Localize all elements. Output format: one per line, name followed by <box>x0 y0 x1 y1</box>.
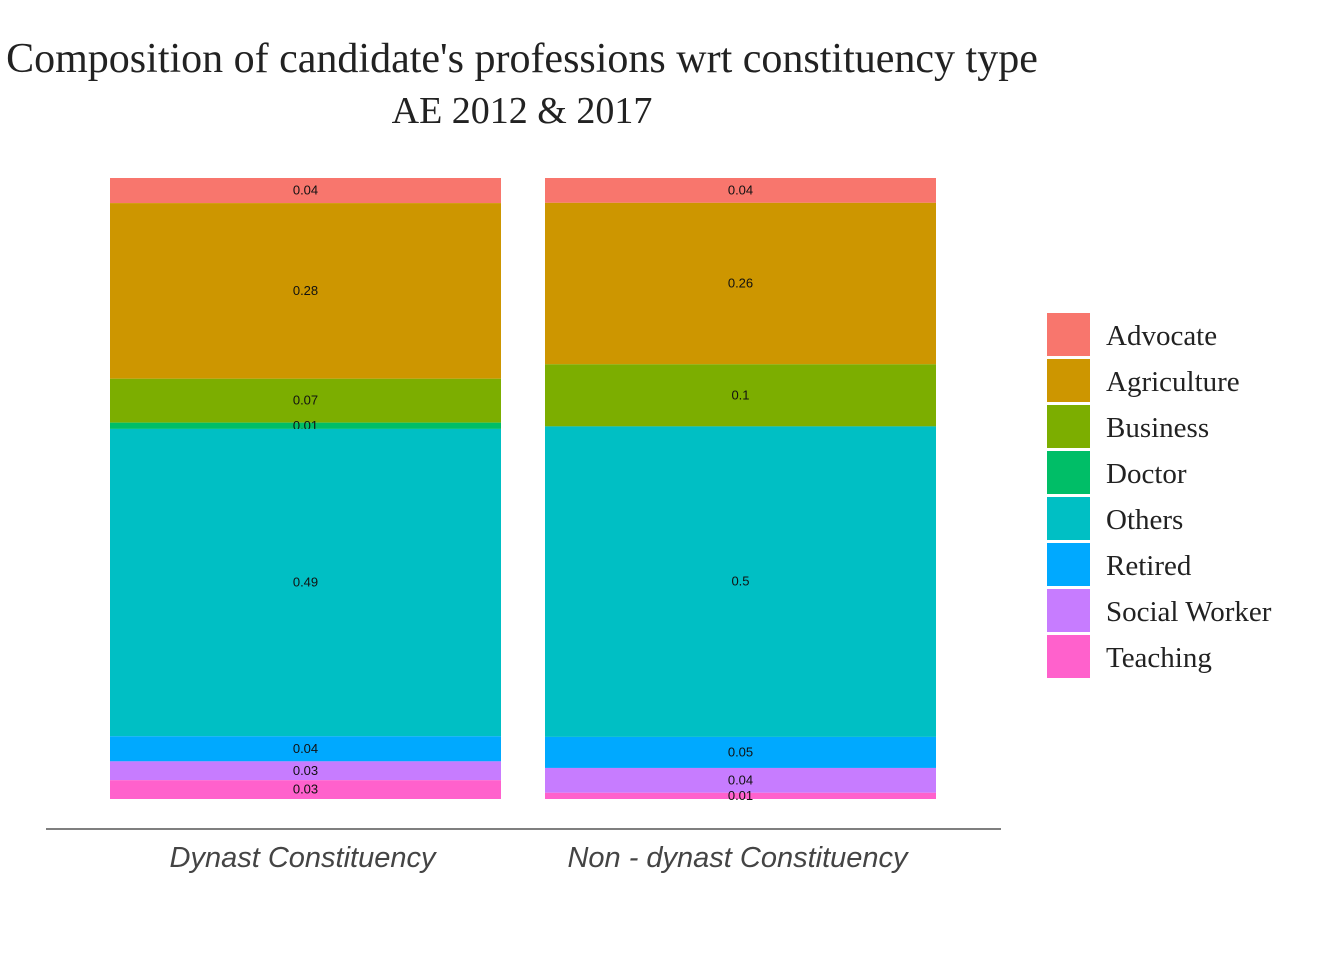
data-label-non-dynast-constituency-teaching: 0.01 <box>728 788 753 803</box>
data-label-non-dynast-constituency-agriculture: 0.26 <box>728 276 753 291</box>
legend-label-advocate: Advocate <box>1106 320 1217 352</box>
bar-segment-dynast-constituency-retired <box>110 736 501 762</box>
legend: Advocate Agriculture Business Doctor Others R… <box>1047 313 1272 678</box>
legend-key-business <box>1047 405 1090 448</box>
bar-segment-non-dynast-constituency-business <box>545 364 936 427</box>
data-label-non-dynast-constituency-advocate: 0.04 <box>728 182 753 197</box>
legend-key-agriculture <box>1047 359 1090 402</box>
bar-segment-non-dynast-constituency-others <box>545 426 936 737</box>
bar-segment-dynast-constituency-advocate <box>110 178 501 204</box>
data-label-dynast-constituency-teaching: 0.03 <box>293 782 318 797</box>
data-label-dynast-constituency-retired: 0.04 <box>293 741 318 756</box>
data-label-non-dynast-constituency-others: 0.5 <box>731 574 749 589</box>
bar-segment-non-dynast-constituency-teaching <box>545 792 936 799</box>
data-label-dynast-constituency-advocate: 0.04 <box>293 183 318 198</box>
legend-key-retired <box>1047 543 1090 586</box>
data-label-dynast-constituency-business: 0.07 <box>293 393 318 408</box>
data-label-non-dynast-constituency-social-worker: 0.04 <box>728 772 753 787</box>
legend-label-retired: Retired <box>1106 550 1192 582</box>
x-tick-label-dynast-constituency: Dynast Constituency <box>170 842 437 874</box>
plot-area: 0.04 0.28 0.07 0.01 0.49 0.04 0.03 0.03 0.04 0.26… <box>110 178 936 803</box>
bar-segment-dynast-constituency-agriculture <box>110 203 501 379</box>
chart-subtitle: AE 2012 & 2017 <box>392 90 653 132</box>
data-label-dynast-constituency-agriculture: 0.28 <box>293 283 318 298</box>
bar-segment-dynast-constituency-teaching <box>110 780 501 799</box>
legend-label-business: Business <box>1106 412 1209 444</box>
bar-segment-non-dynast-constituency-social-worker <box>545 767 936 793</box>
legend-label-doctor: Doctor <box>1106 458 1187 490</box>
bar-segment-dynast-constituency-social-worker <box>110 761 501 781</box>
bar-segment-non-dynast-constituency-advocate <box>545 178 936 203</box>
data-label-non-dynast-constituency-business: 0.1 <box>731 387 749 402</box>
bar-segment-non-dynast-constituency-retired <box>545 736 936 768</box>
chart-title: Composition of candidate's professions w… <box>6 36 1038 82</box>
legend-label-social-worker: Social Worker <box>1106 596 1272 628</box>
bar-segment-dynast-constituency-others <box>110 428 501 737</box>
legend-label-teaching: Teaching <box>1106 642 1212 674</box>
bar-segment-non-dynast-constituency-agriculture <box>545 202 936 365</box>
legend-label-others: Others <box>1106 504 1183 536</box>
x-tick-label-non-dynast-constituency: Non - dynast Constituency <box>567 842 909 874</box>
legend-label-agriculture: Agriculture <box>1106 366 1240 398</box>
legend-key-doctor <box>1047 451 1090 494</box>
legend-key-social-worker <box>1047 589 1090 632</box>
data-label-dynast-constituency-social-worker: 0.03 <box>293 763 318 778</box>
legend-key-others <box>1047 497 1090 540</box>
data-label-dynast-constituency-others: 0.49 <box>293 575 318 590</box>
data-label-non-dynast-constituency-retired: 0.05 <box>728 744 753 759</box>
legend-key-advocate <box>1047 313 1090 356</box>
legend-key-teaching <box>1047 635 1090 678</box>
x-axis-tick-labels: Dynast Constituency Non - dynast Constitu… <box>170 842 910 874</box>
bar-segment-dynast-constituency-doctor <box>110 422 501 429</box>
bar-segment-dynast-constituency-business <box>110 378 501 423</box>
